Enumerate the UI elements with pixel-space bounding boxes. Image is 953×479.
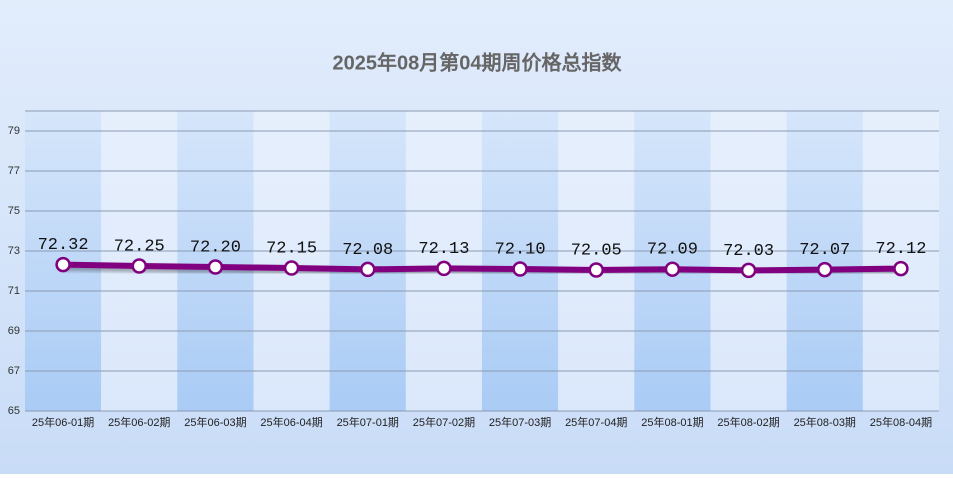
y-tick-label: 79 [8, 125, 20, 137]
y-tick-label: 67 [8, 365, 20, 377]
y-tick-label: 75 [8, 205, 20, 217]
y-tick-label: 65 [8, 405, 20, 417]
data-label: 72.05 [571, 241, 622, 260]
data-label: 72.09 [647, 241, 698, 260]
data-label: 72.08 [342, 241, 393, 260]
x-tick-label: 25年08-04期 [870, 415, 932, 429]
column-band [329, 111, 406, 411]
marker [436, 260, 452, 277]
column-band [710, 111, 787, 411]
x-tick-label: 25年08-02期 [717, 415, 779, 429]
data-label: 72.15 [266, 239, 317, 258]
marker [512, 261, 528, 277]
column-band [558, 111, 635, 411]
marker [360, 261, 376, 278]
marker [740, 262, 757, 279]
marker [893, 260, 909, 277]
data-label: 72.07 [799, 241, 850, 260]
marker [207, 259, 224, 275]
y-tick-label: 71 [8, 285, 20, 297]
marker [55, 256, 71, 273]
x-tick-label: 25年07-01期 [337, 415, 399, 429]
data-label: 72.20 [190, 238, 241, 257]
y-tick-label: 73 [8, 245, 20, 257]
chart-title: 2025年08月第04期周价格总指数 [333, 50, 623, 74]
x-tick-label: 25年06-02期 [108, 415, 170, 429]
y-tick-label: 77 [8, 165, 20, 177]
marker [283, 260, 300, 276]
x-tick-label: 25年08-01期 [641, 415, 703, 429]
data-label: 72.25 [114, 237, 165, 256]
x-tick-label: 25年06-03期 [184, 415, 246, 429]
x-tick-label: 25年08-03期 [794, 415, 856, 429]
x-tick-label: 25年06-01期 [32, 415, 94, 429]
column-band [634, 111, 711, 411]
marker [588, 262, 604, 278]
data-label: 72.12 [875, 240, 926, 259]
data-label: 72.13 [418, 240, 469, 259]
data-label: 72.10 [495, 240, 546, 259]
column-band [482, 111, 559, 411]
x-tick-label: 25年07-03期 [489, 415, 551, 429]
marker [817, 261, 833, 278]
data-label: 72.32 [38, 236, 89, 255]
y-tick-label: 69 [8, 325, 20, 337]
data-label: 72.03 [723, 242, 774, 261]
marker [664, 261, 681, 277]
x-tick-label: 25年07-02期 [413, 415, 475, 429]
x-tick-label: 25年07-04期 [565, 415, 627, 429]
line [63, 261, 901, 274]
column-band [786, 111, 863, 411]
marker [131, 258, 147, 274]
x-tick-label: 25年06-04期 [260, 415, 322, 429]
